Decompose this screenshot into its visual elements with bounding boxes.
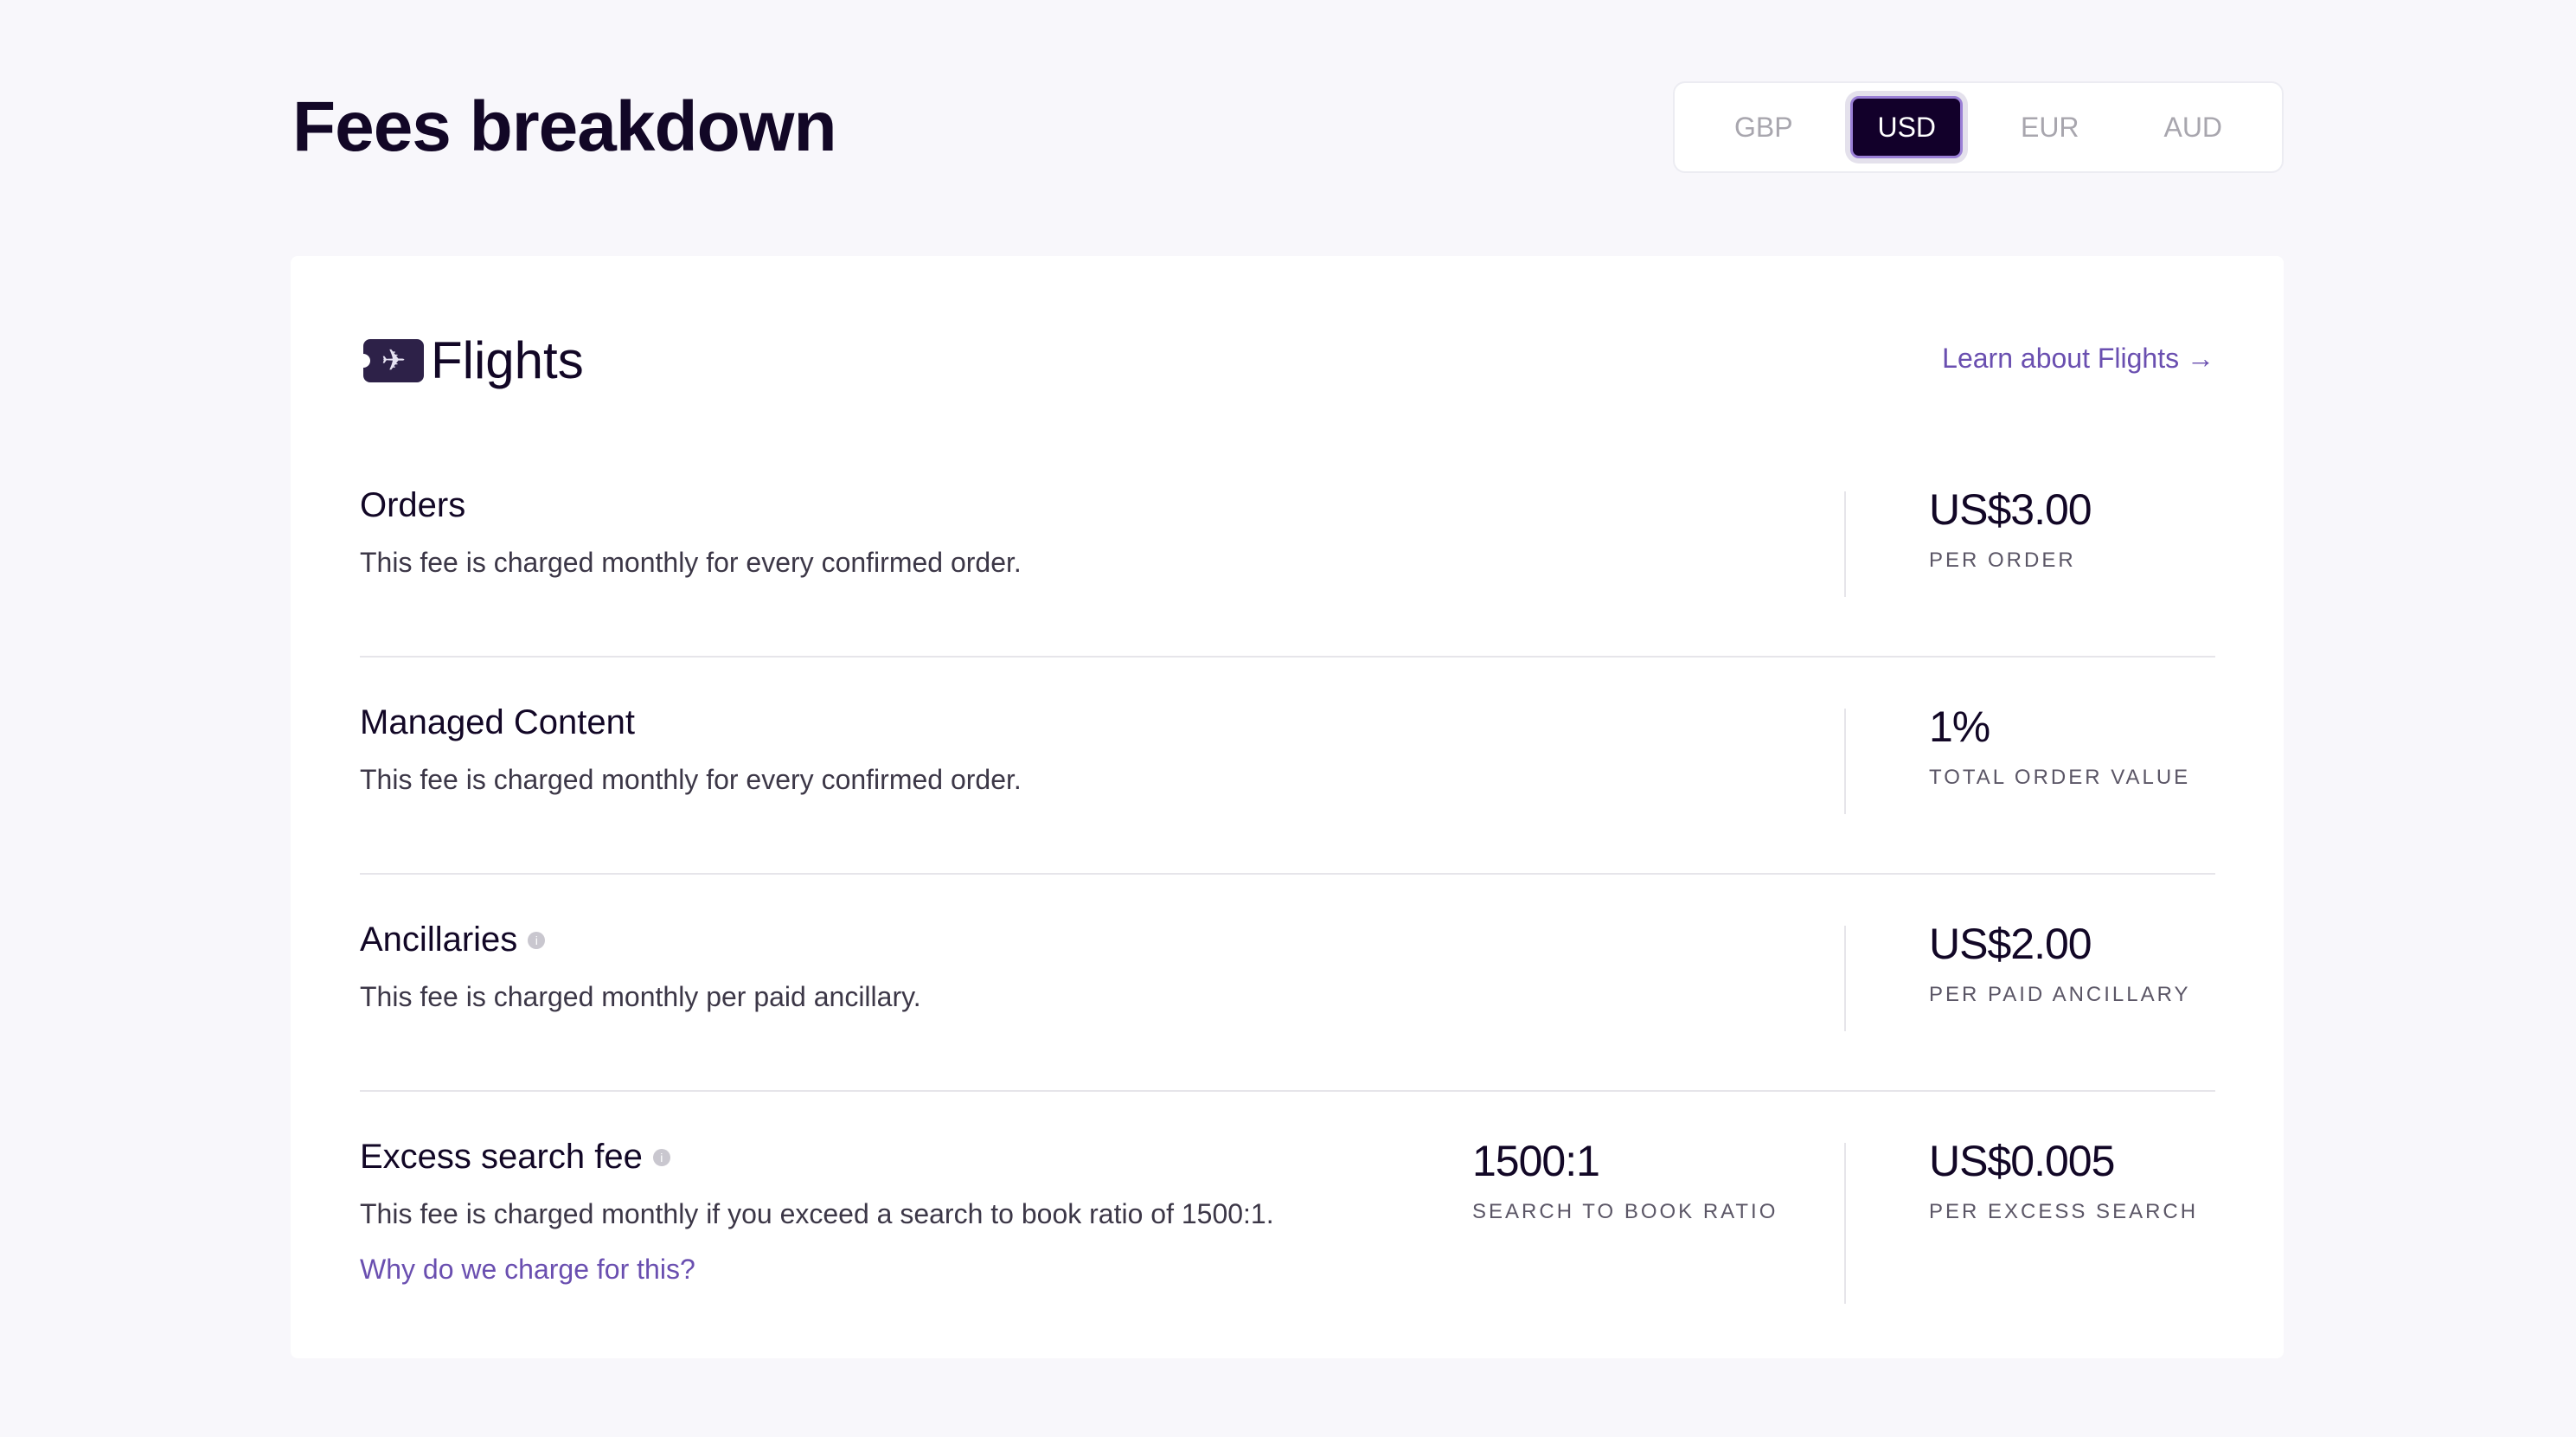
info-icon[interactable]: i	[528, 931, 546, 949]
plane-ticket-icon: ✈	[356, 338, 424, 382]
fee-title-text: Excess search fee	[360, 1138, 643, 1176]
currency-toggle: GBP USD EUR AUD	[1673, 81, 2284, 173]
currency-usd[interactable]: USD	[1850, 96, 1964, 158]
fee-unit: PER ORDER	[1929, 548, 2076, 572]
fee-title: Excess search fee i	[360, 1138, 670, 1177]
fee-description: This fee is charged monthly if you excee…	[360, 1198, 1274, 1229]
fee-description: This fee is charged monthly for every co…	[360, 547, 1022, 578]
flights-card: ✈ Flights Learn about Flights → Orders T…	[291, 256, 2284, 1358]
fee-unit: PER EXCESS SEARCH	[1929, 1200, 2199, 1223]
why-charge-link[interactable]: Why do we charge for this?	[360, 1254, 695, 1285]
fee-amount: US$0.005	[1929, 1137, 2115, 1185]
fee-title-text: Managed Content	[360, 703, 636, 741]
fee-value: US$0.005 PER EXCESS SEARCH	[1929, 1136, 2198, 1224]
page-title: Fees breakdown	[292, 87, 837, 166]
currency-aud[interactable]: AUD	[2163, 111, 2223, 143]
divider	[1844, 709, 1846, 814]
fee-title-text: Ancillaries	[360, 921, 518, 959]
fee-title: Orders	[360, 486, 465, 525]
divider	[1844, 491, 1846, 597]
fee-amount: 1%	[1929, 702, 1990, 751]
fee-description: This fee is charged monthly per paid anc…	[360, 981, 921, 1012]
currency-eur[interactable]: EUR	[2020, 111, 2079, 143]
fee-row-managed-content: Managed Content This fee is charged mont…	[360, 657, 2215, 875]
divider	[1844, 926, 1846, 1031]
fee-unit: TOTAL ORDER VALUE	[1929, 766, 2191, 789]
fee-row-excess-search: Excess search fee i This fee is charged m…	[360, 1091, 2215, 1350]
fee-unit: PER PAID ANCILLARY	[1929, 983, 2191, 1006]
fee-description: This fee is charged monthly for every co…	[360, 764, 1022, 795]
section-header: ✈ Flights	[356, 330, 584, 390]
fee-amount: US$3.00	[1929, 485, 2092, 534]
info-icon[interactable]: i	[652, 1148, 670, 1166]
ratio-unit: SEARCH TO BOOK RATIO	[1472, 1200, 1778, 1223]
learn-link-label: Learn about Flights	[1942, 343, 2180, 374]
fee-amount: US$2.00	[1929, 920, 2092, 968]
fee-title-text: Orders	[360, 486, 466, 524]
fee-row-ancillaries: Ancillaries i This fee is charged monthly…	[360, 874, 2215, 1092]
fee-value: US$3.00 PER ORDER	[1929, 484, 2092, 573]
fee-title: Ancillaries i	[360, 921, 546, 959]
ratio-value: 1500:1 SEARCH TO BOOK RATIO	[1472, 1136, 1778, 1224]
arrow-right-icon: →	[2187, 343, 2214, 374]
section-title: Flights	[431, 331, 584, 389]
divider	[1844, 1143, 1846, 1304]
currency-gbp[interactable]: GBP	[1733, 111, 1793, 143]
fee-row-orders: Orders This fee is charged monthly for e…	[360, 439, 2215, 658]
fee-value: 1% TOTAL ORDER VALUE	[1929, 702, 2190, 790]
ratio-amount: 1500:1	[1472, 1137, 1600, 1185]
learn-about-flights-link[interactable]: Learn about Flights →	[1942, 343, 2214, 375]
fee-title: Managed Content	[360, 703, 635, 742]
fee-value: US$2.00 PER PAID ANCILLARY	[1929, 919, 2191, 1007]
